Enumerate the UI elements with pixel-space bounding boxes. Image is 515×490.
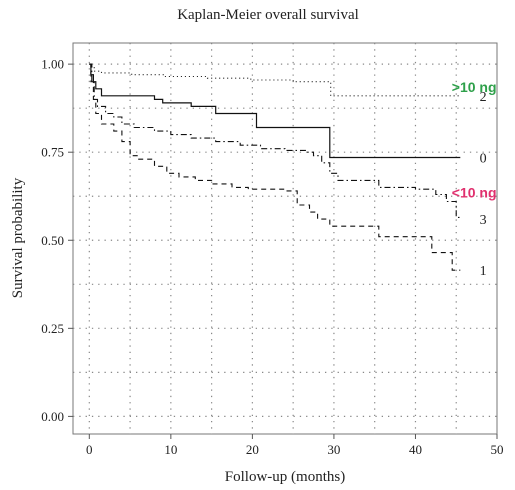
y-axis-label: Survival probability	[10, 177, 26, 298]
plot-frame	[72, 42, 498, 435]
grid	[73, 43, 497, 434]
y-tick-label: 0.00	[41, 409, 64, 424]
y-tick-label: 0.75	[41, 145, 64, 160]
curve-labels: 2 0 3 1 >10 ng <10 ng	[452, 79, 497, 279]
y-tick-label: 1.00	[41, 57, 64, 72]
y-tick-label: 0.25	[41, 321, 64, 336]
y-tick-label: 0.50	[41, 233, 64, 248]
survival-curves	[89, 63, 461, 271]
axis-ticks: 0 10 20 30 40 500.000.250.500.751.00	[41, 57, 503, 457]
chart-title: Kaplan-Meier overall survival	[177, 7, 359, 23]
curve-label-0: 0	[480, 151, 487, 166]
annotation-label: <10 ng	[452, 185, 497, 201]
survival-curve-0	[89, 63, 461, 159]
x-tick-label: 50	[491, 442, 504, 457]
x-tick-label: 40	[409, 442, 422, 457]
survival-curve-1	[89, 63, 461, 271]
curve-label-3: 3	[480, 213, 487, 228]
survival-curve-3	[89, 63, 461, 218]
x-axis-label: Follow-up (months)	[225, 469, 345, 485]
annotation-label: >10 ng	[452, 79, 497, 95]
curve-label-2: 2	[480, 90, 487, 105]
x-tick-label: 0	[86, 442, 93, 457]
x-tick-label: 20	[246, 442, 259, 457]
x-tick-label: 30	[327, 442, 340, 457]
x-tick-label: 10	[164, 442, 177, 457]
curve-label-1: 1	[480, 264, 487, 279]
survival-curve-2	[89, 63, 461, 97]
